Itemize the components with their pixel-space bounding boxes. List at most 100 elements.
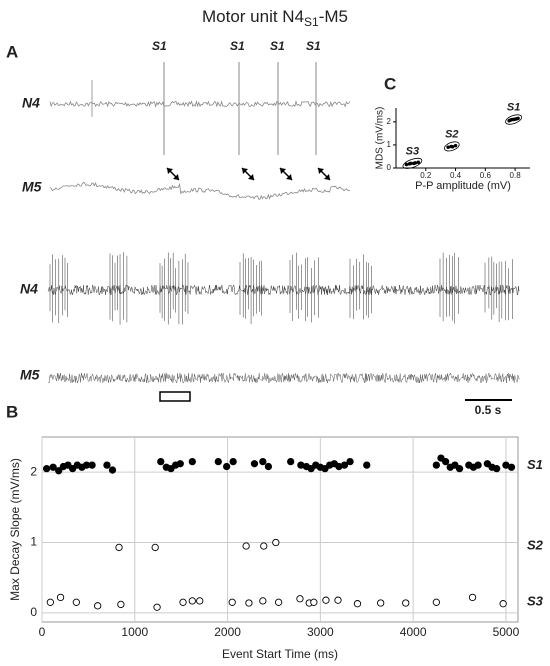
y-tick-label: 2 — [30, 464, 37, 478]
point — [55, 467, 63, 475]
x-tick-label: 3000 — [307, 625, 334, 639]
point — [446, 145, 450, 149]
point — [340, 461, 349, 469]
series-label: S2 — [445, 128, 458, 140]
point — [214, 457, 222, 466]
arrowhead — [280, 168, 292, 180]
point — [334, 596, 342, 604]
title-sub: S1 — [304, 15, 319, 29]
point — [117, 600, 125, 609]
point — [377, 599, 385, 607]
point — [151, 543, 159, 552]
point — [441, 457, 450, 466]
point — [49, 463, 57, 471]
point — [42, 465, 51, 473]
point — [222, 462, 231, 471]
point — [46, 598, 55, 606]
cluster-outline — [444, 141, 460, 152]
trace — [49, 181, 351, 200]
point — [229, 457, 237, 466]
series-label: S2 — [527, 537, 544, 552]
panel-label: A — [6, 42, 18, 61]
point — [179, 598, 187, 606]
point — [432, 598, 440, 606]
point — [103, 461, 111, 469]
panel-label: B — [6, 402, 18, 421]
point — [250, 460, 259, 468]
trace-label: N4 — [20, 281, 38, 297]
y-tick-label: 0 — [387, 163, 392, 172]
point — [353, 600, 362, 608]
point — [242, 542, 250, 550]
point — [72, 598, 80, 606]
point — [346, 457, 354, 466]
point — [310, 598, 318, 606]
arrowhead — [318, 168, 330, 180]
point — [108, 466, 117, 474]
spike-label: S1 — [152, 39, 167, 53]
series-label: S3 — [527, 594, 544, 609]
point — [474, 461, 482, 469]
series-label: S1 — [507, 101, 520, 113]
arrowhead — [167, 168, 179, 180]
y-tick-label: 1 — [387, 140, 392, 149]
point — [196, 597, 204, 605]
point — [450, 145, 455, 149]
point — [245, 599, 253, 607]
trace-label: M5 — [22, 179, 42, 195]
figure-title: Motor unit N4S1-M5 — [202, 7, 348, 29]
point — [453, 143, 458, 148]
y-tick-label: 0 — [30, 605, 37, 619]
trace-label: M5 — [20, 367, 40, 383]
point — [259, 597, 267, 605]
spike-label: S1 — [270, 39, 285, 53]
spike-label: S1 — [230, 39, 245, 53]
title-end: -M5 — [319, 7, 348, 26]
point — [507, 463, 516, 471]
point — [188, 457, 196, 466]
x-tick-label: 0.6 — [480, 171, 492, 180]
point — [493, 465, 501, 473]
y-axis-label: MDS (mV/ms) — [375, 107, 386, 170]
point — [228, 598, 236, 606]
spike-label: S1 — [306, 39, 321, 53]
series-label: S1 — [527, 457, 543, 472]
point — [259, 457, 267, 466]
trace-label: N4 — [22, 95, 40, 111]
point — [157, 457, 165, 466]
point — [402, 599, 410, 607]
point — [272, 538, 280, 547]
point — [56, 593, 65, 602]
cluster-outline — [505, 114, 523, 125]
x-tick-label: 0.8 — [510, 171, 522, 180]
point — [416, 160, 421, 164]
point — [363, 461, 371, 469]
point — [176, 460, 184, 468]
point — [88, 461, 96, 469]
point — [516, 116, 520, 121]
title-main: Motor unit N4 — [202, 7, 304, 26]
panel-label: C — [384, 74, 396, 93]
point — [432, 461, 440, 469]
point — [188, 597, 196, 605]
scale-bar-label: 0.5 s — [475, 403, 502, 417]
trace — [47, 284, 520, 296]
x-tick-label: 4000 — [400, 625, 427, 639]
trace — [47, 372, 520, 384]
point — [409, 161, 413, 166]
point — [322, 596, 330, 604]
point — [274, 598, 283, 606]
traces — [47, 62, 520, 384]
point — [296, 595, 304, 603]
point — [264, 462, 273, 471]
point — [115, 543, 123, 552]
x-tick-label: 0.2 — [420, 171, 432, 180]
x-axis-label: Event Start Time (ms) — [222, 647, 338, 661]
window-box — [159, 391, 191, 402]
x-tick-label: 0.4 — [450, 171, 462, 180]
x-tick-label: 0 — [39, 625, 46, 639]
point — [404, 162, 409, 167]
y-tick-label: 2 — [387, 117, 392, 126]
cluster-outline — [402, 157, 423, 169]
